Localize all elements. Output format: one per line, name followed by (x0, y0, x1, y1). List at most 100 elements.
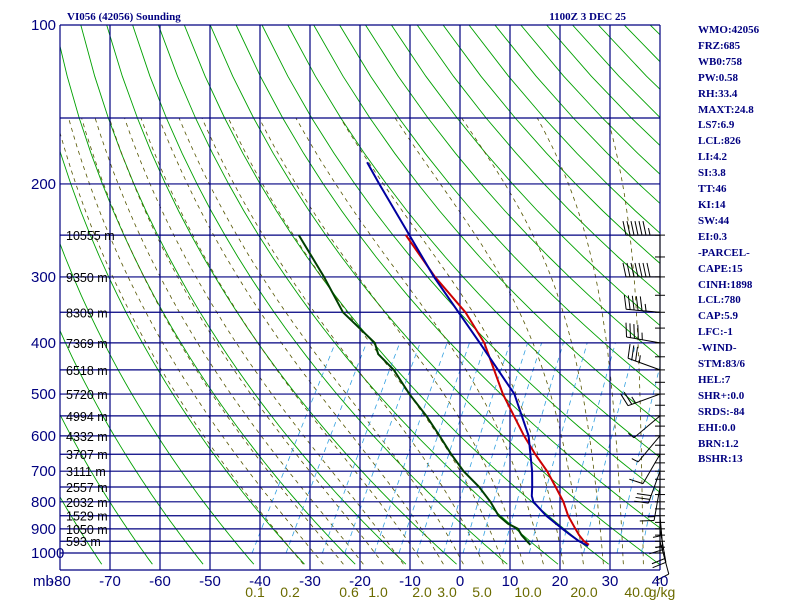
stat-item: LS7:6.9 (698, 119, 735, 132)
dry-adiabat-line (261, 25, 660, 493)
wind-barb-flag (637, 324, 639, 340)
dry-adiabat-line (416, 25, 660, 295)
stat-item: SW:44 (698, 214, 730, 227)
stat-item: TT:46 (698, 183, 727, 196)
mixing-ratio-label: 5.0 (472, 584, 492, 600)
pressure-tick-label: 1000 (31, 545, 64, 562)
wind-barb-flag (634, 500, 649, 504)
wind-barb-flag (629, 478, 644, 485)
stat-item: LCL:826 (698, 135, 741, 148)
dry-adiabat-line (60, 413, 153, 565)
dry-adiabat-line (60, 149, 305, 565)
stat-item: KI:14 (698, 198, 726, 211)
temperature-curve (404, 234, 590, 546)
mixing-ratio-label: 10.0 (514, 584, 541, 600)
wind-barb-flag (634, 221, 639, 236)
dry-adiabat-line (391, 25, 660, 327)
wind-barb-flag (625, 322, 628, 338)
dry-adiabat-line (132, 25, 508, 565)
stat-item: SHR+:0.0 (698, 389, 745, 402)
height-label: 9350 m (66, 271, 108, 285)
wind-barb-flag (623, 391, 633, 405)
pressure-temperature-grid (59, 24, 661, 571)
wind-barb-flag (635, 496, 650, 500)
stat-item: FRZ:685 (698, 39, 741, 52)
dry-adiabat-line (106, 25, 457, 565)
stat-item: EI:0.3 (698, 230, 728, 243)
mixing-ratio-label: 0.6 (339, 584, 359, 600)
wind-barb-flag (622, 262, 627, 278)
wind-barb-staff (626, 336, 661, 344)
wind-barb-half-flag (631, 396, 636, 404)
mixing-ratio-label: 20.0 (570, 584, 597, 600)
stat-item: LCL:780 (698, 294, 741, 307)
mixing-ratio-label: 0.1 (245, 584, 265, 600)
height-label: 2557 m (66, 481, 108, 495)
wind-barb-staff (633, 415, 661, 439)
sounding-curves (297, 161, 590, 547)
stat-item: PW:0.58 (698, 71, 739, 84)
stat-item: CINH:1898 (698, 278, 753, 291)
wind-barb-flag (635, 296, 639, 311)
height-label: 8309 m (66, 306, 108, 320)
pressure-tick-label: 100 (31, 17, 56, 34)
wind-barb-flag (634, 262, 639, 278)
mixing-ratio-label: 3.0 (437, 584, 457, 600)
wind-barb-flag (635, 346, 639, 362)
wind-barb-flag (655, 573, 670, 582)
dry-adiabat-line (80, 25, 407, 565)
mixing-ratio-label: 40.0 (624, 584, 651, 600)
stat-item: HEL:7 (698, 373, 731, 386)
stat-item: -PARCEL- (698, 246, 750, 259)
stat-item: BSHR:13 (698, 453, 743, 466)
dry-adiabat-line (442, 25, 660, 264)
temperature-tick-label: -10 (399, 573, 421, 590)
valid-time: 1100Z 3 DEC 25 (549, 11, 626, 23)
height-label: 6518 m (66, 364, 108, 378)
dry-adiabat-line (183, 25, 609, 565)
temperature-tick-label: -40 (249, 573, 271, 590)
wind-barb-flag (620, 393, 629, 406)
wind-barb-half-flag (652, 535, 661, 538)
wind-barb-flag (646, 262, 651, 278)
temperature-tick-label: -30 (299, 573, 321, 590)
stat-item: -WIND- (698, 342, 737, 355)
mixing-ratio-label: 1.0 (368, 584, 388, 600)
wind-barb-flag (622, 221, 627, 236)
wind-barb-flag (639, 296, 643, 311)
wind-barb-half-flag (648, 228, 651, 236)
temperature-tick-label: 30 (602, 573, 619, 590)
wind-barb-staff (637, 435, 661, 463)
axis-labels: -80 -70 -60 -50 -40 -30 -20 -10 0 10 20 30 40 mb 100 20… (31, 17, 675, 600)
dry-adiabat-line (60, 44, 356, 565)
wind-barb-flag (631, 345, 635, 360)
pressure-tick-label: 500 (31, 386, 56, 403)
pressure-tick-label: 600 (31, 428, 56, 445)
wind-barb-flag (642, 221, 647, 236)
stability-index-list: WMO:42056 FRZ:685 WB0:758 PW:0.58 RH:33.4 MAX… (698, 23, 759, 468)
wind-barb-flag (633, 324, 635, 339)
wind-barb-flag (636, 493, 652, 497)
stat-item: MAXT:24.8 (698, 103, 754, 116)
dry-adiabat-line (60, 329, 204, 565)
pressure-tick-label: 200 (31, 176, 56, 193)
pressure-tick-label: 700 (31, 463, 56, 480)
wind-barb-half-flag (627, 432, 635, 439)
stat-item: RH:33.4 (698, 87, 738, 100)
wind-barb-flag (623, 295, 627, 310)
dry-adiabat-line (313, 25, 660, 424)
wind-barb-flag (639, 520, 655, 522)
wind-barb-staff (653, 486, 661, 521)
temperature-tick-label: 20 (552, 573, 569, 590)
dry-adiabat-line (287, 25, 660, 458)
wind-barb-staff (627, 357, 661, 371)
wind-barb-flag (642, 262, 647, 278)
height-label: 3111 m (66, 465, 106, 479)
height-label: 2032 m (66, 496, 108, 510)
height-label: 3707 m (66, 448, 108, 462)
pressure-tick-label: 900 (31, 521, 56, 538)
mixing-ratio-label: g/kg (649, 584, 675, 600)
height-label: 1529 m (66, 510, 108, 524)
